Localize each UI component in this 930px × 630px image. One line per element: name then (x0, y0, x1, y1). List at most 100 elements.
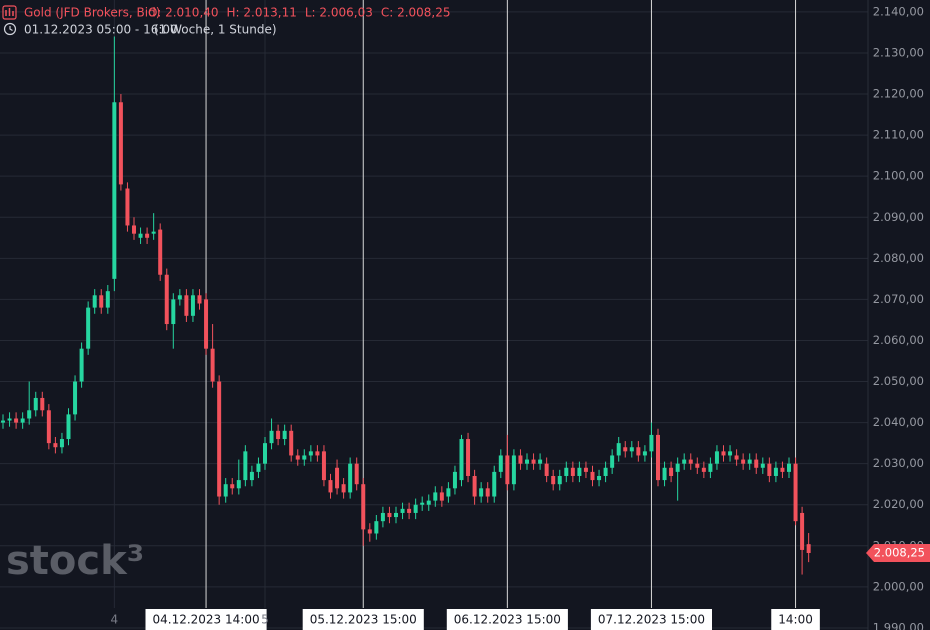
ohlc-value: O: 2.010,40 (148, 6, 219, 20)
candle-body (7, 418, 12, 421)
candle-body (387, 512, 392, 518)
candle-body (597, 475, 602, 481)
watermark: stock³ (6, 538, 144, 584)
candle-body (793, 463, 798, 522)
candle-body (158, 229, 163, 275)
x-tick-box (446, 609, 568, 630)
candle-body (728, 451, 733, 456)
candle-body (734, 455, 739, 460)
candle-body (505, 455, 510, 485)
candle-body (367, 529, 372, 534)
period: 01.12.2023 05:00 - 16:00 (24, 23, 178, 37)
candle-body (688, 459, 693, 464)
x-tick-box (145, 609, 267, 630)
candle-body (223, 484, 228, 497)
candle-body (662, 467, 667, 481)
candle-body (289, 430, 294, 456)
candle-body (642, 451, 647, 456)
y-tick-label: 2.040,00 (873, 415, 924, 429)
candle-body (426, 500, 431, 505)
candle-body (361, 484, 366, 530)
candle-body (230, 484, 235, 489)
candle-body (701, 467, 706, 472)
candle-body (132, 225, 136, 234)
candle-body (420, 502, 425, 505)
candle-body (73, 381, 78, 415)
candle-body (413, 504, 418, 513)
candle-body (295, 455, 300, 460)
candle-body (348, 463, 353, 493)
symbol-icon-bars (5, 8, 14, 16)
candles (1, 36, 811, 575)
candle-body (682, 459, 687, 464)
candle-body (557, 475, 562, 485)
candle-body (780, 467, 785, 472)
candle-body (151, 231, 156, 234)
ohlc-values: O: 2.010,40 H: 2.013,11 L: 2.006,03 C: 2.00… (148, 6, 451, 20)
x-tick-label: 06.12.2023 15:00 (454, 613, 561, 627)
candle-body (466, 439, 471, 476)
candle-body (335, 467, 340, 489)
candle-body (439, 492, 444, 501)
candle-body (492, 471, 497, 497)
candle-body (452, 471, 457, 489)
candle-body (321, 451, 326, 481)
x-tick-label: 07.12.2023 15:00 (598, 613, 705, 627)
x-tick-label: 05.12.2023 15:00 (310, 613, 417, 627)
candle-body (773, 467, 778, 476)
interval: (1 Woche, 1 Stunde) (154, 23, 277, 37)
candle-body (249, 471, 254, 481)
candle-body (99, 295, 104, 308)
y-tick-label: 2.020,00 (873, 497, 924, 511)
y-tick-label: 2.120,00 (873, 87, 924, 101)
candle-body (256, 463, 261, 472)
candle-body (610, 455, 615, 468)
candle-body (714, 451, 719, 464)
y-tick-label: 2.090,00 (873, 210, 924, 224)
x-tick-label: 5 (261, 613, 269, 627)
candle-body (656, 434, 660, 481)
y-tick-label: 2.000,00 (873, 579, 924, 593)
candle-body (669, 467, 674, 476)
ohlc-value: H: 2.013,11 (227, 6, 297, 20)
candle-body (308, 451, 313, 456)
candle-body (40, 397, 45, 411)
candle-body (479, 488, 484, 497)
y-tick-label: 1.990,00 (873, 620, 924, 630)
candle-body (708, 463, 713, 472)
candle-body (177, 295, 182, 300)
candle-body (79, 348, 84, 382)
candle-body (190, 295, 195, 316)
candle-body (20, 418, 25, 423)
candle-body (263, 443, 267, 464)
candle-body (407, 508, 412, 513)
candle-body (603, 467, 608, 476)
candle-body (328, 480, 333, 493)
candle-body (125, 188, 130, 226)
candle-body (269, 430, 274, 444)
y-tick-label: 2.080,00 (873, 251, 924, 265)
candle-body (741, 459, 746, 464)
candle-body (59, 439, 64, 448)
candle-body (806, 544, 811, 553)
candle-body (302, 455, 307, 460)
ohlc-value: C: 2.008,25 (381, 6, 451, 20)
y-tick-label: 2.100,00 (873, 169, 924, 183)
x-tick-label: 4 (111, 613, 119, 627)
x-axis: 4 04.12.2023 14:00 5 05.12.2023 15:00 06.12.… (111, 609, 820, 630)
candle-body (184, 295, 189, 316)
candle-body (1, 420, 5, 423)
candle-body (649, 434, 654, 452)
candle-body (459, 439, 464, 481)
symbol-icon (2, 5, 17, 20)
ohlc-value: L: 2.006,03 (305, 6, 373, 20)
x-tick-label: 14:00 (778, 613, 813, 627)
y-tick-label: 2.130,00 (873, 45, 924, 59)
candle-body (210, 348, 215, 382)
candle-body (341, 484, 346, 493)
candle-body (66, 414, 71, 440)
candle-body (544, 463, 549, 476)
candle-body (754, 459, 759, 468)
